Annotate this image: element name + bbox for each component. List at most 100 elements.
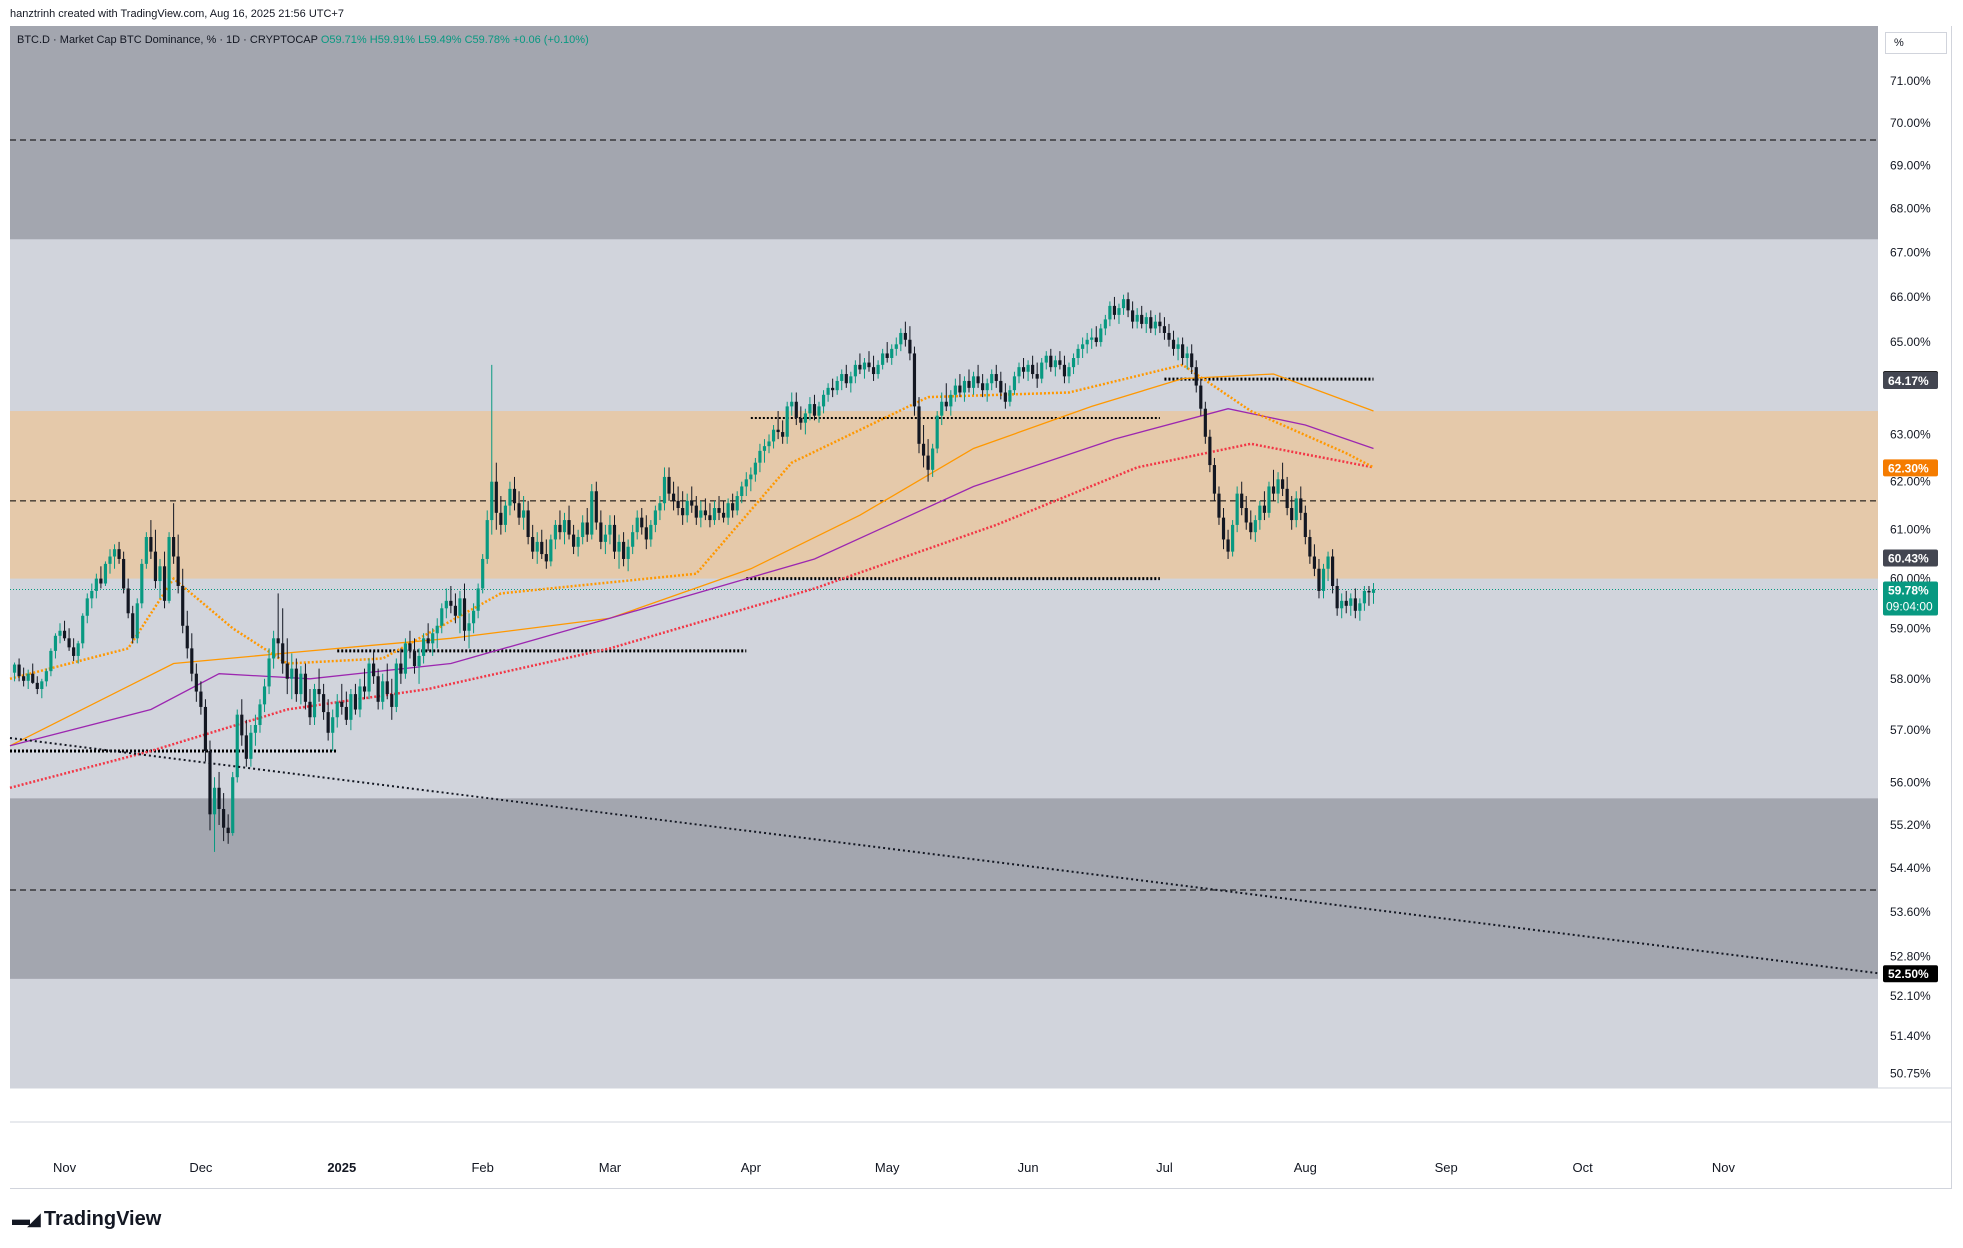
candle[interactable]: [1221, 508, 1226, 550]
candle[interactable]: [494, 462, 498, 530]
candle[interactable]: [217, 771, 221, 826]
candle[interactable]: [808, 397, 812, 421]
candle[interactable]: [449, 585, 453, 614]
candle[interactable]: [435, 618, 439, 649]
candle[interactable]: [1017, 362, 1021, 384]
candle[interactable]: [99, 566, 103, 589]
candle[interactable]: [499, 496, 503, 535]
candle[interactable]: [140, 558, 144, 609]
candle[interactable]: [1290, 496, 1294, 530]
candle[interactable]: [558, 510, 562, 540]
candle[interactable]: [1190, 344, 1194, 375]
candle[interactable]: [1021, 357, 1026, 379]
candle[interactable]: [476, 583, 480, 619]
candle[interactable]: [649, 520, 653, 547]
candle[interactable]: [1026, 360, 1030, 381]
candle[interactable]: [1153, 314, 1157, 336]
candle[interactable]: [553, 520, 557, 550]
candle[interactable]: [1326, 551, 1330, 582]
candle[interactable]: [1076, 344, 1080, 365]
candle[interactable]: [490, 364, 494, 535]
candle[interactable]: [521, 496, 526, 530]
candle[interactable]: [835, 376, 839, 395]
candle[interactable]: [894, 337, 898, 356]
candle[interactable]: [62, 620, 67, 641]
candle[interactable]: [1040, 357, 1044, 384]
candle[interactable]: [949, 390, 953, 416]
candle[interactable]: [1167, 323, 1171, 347]
candle[interactable]: [640, 508, 644, 535]
candle[interactable]: [1276, 472, 1280, 504]
candle[interactable]: [1140, 305, 1144, 329]
candle[interactable]: [1253, 515, 1257, 542]
candle[interactable]: [744, 472, 748, 497]
candle[interactable]: [1335, 578, 1339, 616]
candle[interactable]: [635, 510, 639, 540]
candle[interactable]: [1135, 308, 1139, 329]
candle[interactable]: [372, 650, 376, 684]
candle[interactable]: [285, 638, 289, 695]
candle[interactable]: [194, 663, 198, 702]
candle[interactable]: [453, 593, 458, 624]
candle[interactable]: [1144, 312, 1148, 333]
candle[interactable]: [1003, 383, 1007, 409]
candle[interactable]: [144, 532, 148, 569]
candle[interactable]: [1094, 326, 1098, 347]
candle[interactable]: [17, 658, 21, 682]
candle[interactable]: [785, 401, 789, 444]
candle[interactable]: [944, 383, 948, 412]
candle[interactable]: [362, 668, 367, 700]
candle[interactable]: [749, 467, 753, 492]
candle[interactable]: [76, 640, 80, 664]
candle[interactable]: [1117, 303, 1121, 324]
candle[interactable]: [603, 524, 607, 555]
candle[interactable]: [153, 529, 158, 589]
candle[interactable]: [576, 529, 580, 557]
candle[interactable]: [1112, 296, 1117, 320]
candle[interactable]: [108, 549, 112, 574]
candle[interactable]: [999, 371, 1003, 400]
candle[interactable]: [1367, 585, 1371, 606]
candle[interactable]: [1212, 457, 1217, 501]
candle[interactable]: [1258, 500, 1262, 530]
candle[interactable]: [1208, 429, 1212, 473]
candle[interactable]: [921, 425, 926, 468]
candle[interactable]: [49, 648, 53, 677]
candle[interactable]: [885, 342, 889, 363]
candle[interactable]: [621, 532, 626, 567]
candle[interactable]: [1267, 481, 1271, 518]
candle[interactable]: [721, 500, 726, 523]
candle[interactable]: [440, 603, 444, 634]
candle[interactable]: [326, 699, 330, 741]
candle[interactable]: [112, 544, 117, 569]
candle[interactable]: [781, 420, 785, 444]
candle[interactable]: [717, 496, 721, 521]
candle[interactable]: [935, 411, 939, 454]
candle[interactable]: [81, 613, 85, 649]
candle[interactable]: [403, 638, 408, 679]
candle[interactable]: [412, 638, 417, 674]
candle[interactable]: [531, 524, 535, 559]
candle[interactable]: [912, 346, 917, 416]
candle[interactable]: [917, 397, 921, 454]
candle[interactable]: [317, 668, 321, 702]
candle[interactable]: [222, 793, 226, 842]
candle[interactable]: [203, 699, 208, 762]
candle[interactable]: [472, 603, 476, 634]
candle[interactable]: [549, 534, 553, 567]
candle[interactable]: [699, 500, 703, 528]
candle[interactable]: [1244, 496, 1248, 530]
candles[interactable]: [12, 292, 1376, 852]
candle[interactable]: [149, 520, 153, 559]
candle[interactable]: [172, 503, 176, 564]
candle[interactable]: [612, 515, 617, 559]
candle[interactable]: [1131, 301, 1135, 329]
candle[interactable]: [335, 694, 339, 728]
candle[interactable]: [708, 503, 712, 528]
candle[interactable]: [871, 355, 876, 381]
candle[interactable]: [581, 515, 585, 545]
candle[interactable]: [181, 568, 185, 634]
time-axis[interactable]: Nov Dec 2025 Feb Mar Apr May Jun Jul Aug Sep Oct Nov: [10, 1087, 1951, 1188]
candle[interactable]: [312, 683, 317, 725]
candle[interactable]: [903, 321, 907, 347]
